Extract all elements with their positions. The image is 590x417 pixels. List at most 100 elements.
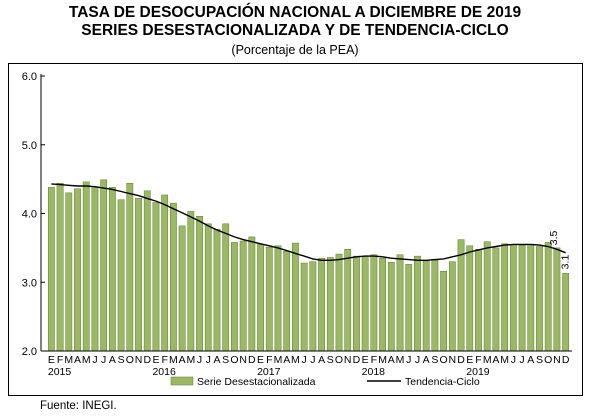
legend-label: Tendencia-Ciclo <box>405 376 480 388</box>
x-tick-label: A <box>423 354 430 366</box>
y-tick-label: 2.0 <box>22 346 37 358</box>
bar <box>170 202 177 352</box>
x-tick-label: E <box>466 354 473 366</box>
bar <box>187 211 195 352</box>
x-tick-label: S <box>327 354 334 366</box>
x-tick-label: N <box>239 354 247 366</box>
x-tick-label: F <box>57 354 63 366</box>
x-tick-label: M <box>396 354 405 366</box>
legend-swatch <box>170 376 194 386</box>
bar <box>518 244 526 352</box>
bar <box>361 255 369 352</box>
year-label: 2016 <box>152 366 176 378</box>
x-tick-label: J <box>101 354 106 366</box>
x-tick-label: E <box>362 354 369 366</box>
bar <box>544 242 552 352</box>
bar <box>448 261 456 352</box>
x-tick-label: M <box>64 354 73 366</box>
bar <box>239 240 247 352</box>
x-tick-label: M <box>500 354 509 366</box>
bar <box>300 262 308 352</box>
bar <box>292 242 299 352</box>
x-tick-label: N <box>344 354 352 366</box>
x-tick-label: M <box>169 354 178 366</box>
bar <box>326 257 334 352</box>
bar <box>379 257 386 352</box>
trend-line <box>51 183 566 262</box>
x-tick-label: A <box>74 354 81 366</box>
bar <box>405 264 413 352</box>
x-tick-label: J <box>519 354 524 366</box>
x-tick-label: N <box>553 354 561 366</box>
x-tick-label: M <box>274 354 283 366</box>
year-label: 2019 <box>466 366 490 378</box>
bar <box>231 242 238 352</box>
x-tick-label: D <box>562 354 570 366</box>
bar <box>265 246 273 352</box>
x-tick-label: F <box>371 354 377 366</box>
chart-title: Tasa de desocupación nacional a diciembr… <box>68 4 522 21</box>
chart-frame: 2.0 3.0 4.0 5.0 6.0 E F M A M J J A S O N D E F M A M J J A S O N D E… <box>8 63 583 396</box>
bar <box>457 239 465 352</box>
x-tick-label: A <box>318 354 325 366</box>
chart-title-line2: Series desestacionalizada y de tendencia… <box>81 22 509 39</box>
data-label: 3.5 <box>548 230 560 245</box>
bar <box>475 249 482 352</box>
x-tick-label: O <box>230 354 238 366</box>
x-tick-label: F <box>266 354 272 366</box>
x-tick-label: F <box>475 354 481 366</box>
x-tick-label: N <box>449 354 457 366</box>
bar <box>47 187 55 352</box>
bar <box>536 246 543 352</box>
bar <box>431 260 439 352</box>
bar <box>318 257 325 352</box>
bar <box>396 254 404 352</box>
x-tick-label: O <box>335 354 343 366</box>
bar <box>562 273 570 352</box>
x-tick-label: N <box>135 354 143 366</box>
source-note: Fuente: INEGI. <box>40 400 117 412</box>
x-tick-label: O <box>440 354 448 366</box>
bar <box>56 183 64 352</box>
x-tick-label: J <box>415 354 420 366</box>
y-tick-label: 6.0 <box>22 71 37 83</box>
bar <box>213 229 221 352</box>
x-tick-label: E <box>48 354 55 366</box>
legend-label: Serie Desestacionalizada <box>197 376 316 388</box>
x-tick-label: J <box>197 354 202 366</box>
bar <box>161 194 169 352</box>
bar <box>135 198 142 352</box>
bar <box>196 216 203 352</box>
x-tick-label: M <box>186 354 195 366</box>
x-tick-label: J <box>406 354 411 366</box>
x-tick-label: E <box>257 354 264 366</box>
year-label: 2018 <box>362 366 386 378</box>
x-tick-label: D <box>457 354 465 366</box>
bar <box>74 188 81 352</box>
y-tick-label: 5.0 <box>22 140 37 152</box>
x-tick-label: D <box>353 354 361 366</box>
data-label: 3.1 <box>560 255 572 270</box>
bar <box>370 254 378 352</box>
x-tick-label: M <box>378 354 387 366</box>
bar <box>492 247 500 352</box>
bar <box>335 253 343 352</box>
x-tick-label: A <box>179 354 186 366</box>
x-tick-label: A <box>388 354 395 366</box>
x-tick-label: A <box>109 354 116 366</box>
bar <box>483 241 491 352</box>
bar <box>100 179 108 352</box>
bar <box>509 244 517 352</box>
bar <box>501 243 509 352</box>
bar <box>422 260 430 352</box>
x-tick-label: F <box>161 354 167 366</box>
bar <box>440 271 447 352</box>
bar <box>204 223 212 352</box>
x-tick-label: M <box>82 354 91 366</box>
x-tick-label: A <box>492 354 499 366</box>
x-tick-label: S <box>118 354 125 366</box>
bar <box>117 199 125 352</box>
bar <box>82 181 90 352</box>
bar <box>309 261 317 352</box>
y-tick-label: 3.0 <box>22 277 37 289</box>
